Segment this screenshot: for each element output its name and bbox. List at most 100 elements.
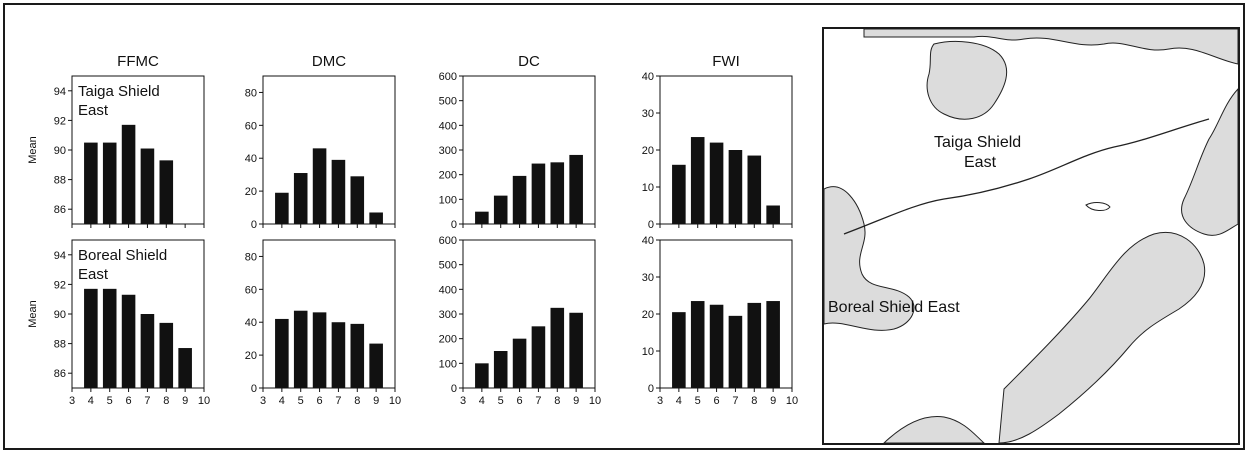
- map-label-east: East: [964, 154, 997, 171]
- x-tick-label: 7: [335, 395, 341, 407]
- x-tick-label: 5: [107, 395, 113, 407]
- plot-frame: [262, 239, 396, 389]
- bar: [102, 288, 117, 388]
- y-tick-label: 100: [439, 194, 457, 206]
- x-tick-label: 9: [373, 395, 379, 407]
- x-tick-label: 4: [88, 395, 94, 407]
- y-tick-label: 30: [642, 272, 654, 284]
- bar: [709, 142, 724, 224]
- y-tick-label: 200: [439, 170, 457, 182]
- bar: [275, 318, 289, 388]
- x-tick-label: 7: [732, 395, 738, 407]
- x-tick-label: 10: [589, 395, 601, 407]
- region-label: East: [78, 266, 109, 283]
- bar: [766, 205, 780, 224]
- y-tick-label: 10: [642, 182, 654, 194]
- bar: [747, 155, 762, 224]
- y-tick-label: 0: [251, 383, 257, 395]
- bar: [102, 142, 117, 224]
- bar: [672, 312, 686, 388]
- bar: [550, 162, 565, 224]
- y-tick-label: 60: [245, 120, 257, 132]
- x-tick-label: 3: [657, 395, 663, 407]
- y-tick-label: 86: [54, 204, 66, 216]
- y-tick-label: 40: [245, 153, 257, 165]
- bar: [178, 348, 192, 388]
- x-tick-label: 5: [498, 395, 504, 407]
- bar: [84, 288, 98, 388]
- y-tick-label: 90: [54, 309, 66, 321]
- hudson-bay-water: [824, 186, 915, 331]
- x-tick-label: 10: [389, 395, 401, 407]
- y-tick-label: 300: [439, 145, 457, 157]
- x-tick-label: 7: [144, 395, 150, 407]
- y-tick-label: 20: [642, 309, 654, 321]
- y-tick-label: 400: [439, 284, 457, 296]
- bar: [531, 163, 546, 224]
- y-tick-label: 600: [439, 235, 457, 247]
- x-tick-label: 6: [126, 395, 132, 407]
- bar: [293, 173, 308, 224]
- bar: [369, 343, 383, 388]
- chart-title: FFMC: [117, 53, 159, 70]
- y-axis-label: Mean: [27, 300, 39, 328]
- y-tick-label: 80: [245, 251, 257, 263]
- y-tick-label: 60: [245, 284, 257, 296]
- bar: [672, 164, 686, 224]
- y-tick-label: 94: [54, 86, 66, 98]
- bar: [331, 322, 346, 388]
- region-label: Taiga Shield: [78, 83, 160, 100]
- x-tick-label: 4: [479, 395, 485, 407]
- x-tick-label: 4: [279, 395, 285, 407]
- y-tick-label: 86: [54, 368, 66, 380]
- bar: [275, 192, 289, 224]
- bar: [690, 137, 705, 224]
- bar: [709, 304, 724, 388]
- region-label: East: [78, 102, 109, 119]
- bar: [121, 124, 136, 224]
- x-tick-label: 7: [535, 395, 541, 407]
- y-tick-label: 500: [439, 260, 457, 272]
- bar: [493, 351, 508, 388]
- y-tick-label: 200: [439, 334, 457, 346]
- ungava-bay-water: [926, 40, 1008, 120]
- x-tick-label: 8: [163, 395, 169, 407]
- y-tick-label: 88: [54, 175, 66, 187]
- x-tick-label: 3: [460, 395, 466, 407]
- y-tick-label: 20: [642, 145, 654, 157]
- y-tick-label: 100: [439, 358, 457, 370]
- plot-frame: [262, 75, 396, 225]
- bar: [569, 312, 583, 388]
- y-tick-label: 400: [439, 120, 457, 132]
- bar: [475, 211, 489, 224]
- bar: [159, 322, 174, 388]
- chart-title: DC: [518, 53, 540, 70]
- bar: [312, 148, 327, 224]
- x-tick-label: 9: [770, 395, 776, 407]
- bar: [512, 175, 527, 224]
- bar: [728, 150, 743, 224]
- x-tick-label: 5: [695, 395, 701, 407]
- y-tick-label: 40: [642, 235, 654, 247]
- bar: [493, 195, 508, 224]
- region-label: Boreal Shield: [78, 247, 167, 264]
- y-axis-label: Mean: [27, 136, 39, 164]
- y-tick-label: 30: [642, 108, 654, 120]
- inland-lake: [1085, 202, 1111, 211]
- bar: [690, 301, 705, 388]
- y-tick-label: 80: [245, 87, 257, 99]
- bar: [331, 159, 346, 224]
- bar: [369, 212, 383, 224]
- y-tick-label: 500: [439, 96, 457, 108]
- y-tick-label: 0: [451, 219, 457, 231]
- y-tick-label: 20: [245, 350, 257, 362]
- x-tick-label: 8: [751, 395, 757, 407]
- bar: [159, 160, 174, 224]
- bar: [747, 302, 762, 388]
- bar: [512, 338, 527, 388]
- x-tick-label: 3: [69, 395, 75, 407]
- chart-title: FWI: [712, 53, 740, 70]
- x-tick-label: 3: [260, 395, 266, 407]
